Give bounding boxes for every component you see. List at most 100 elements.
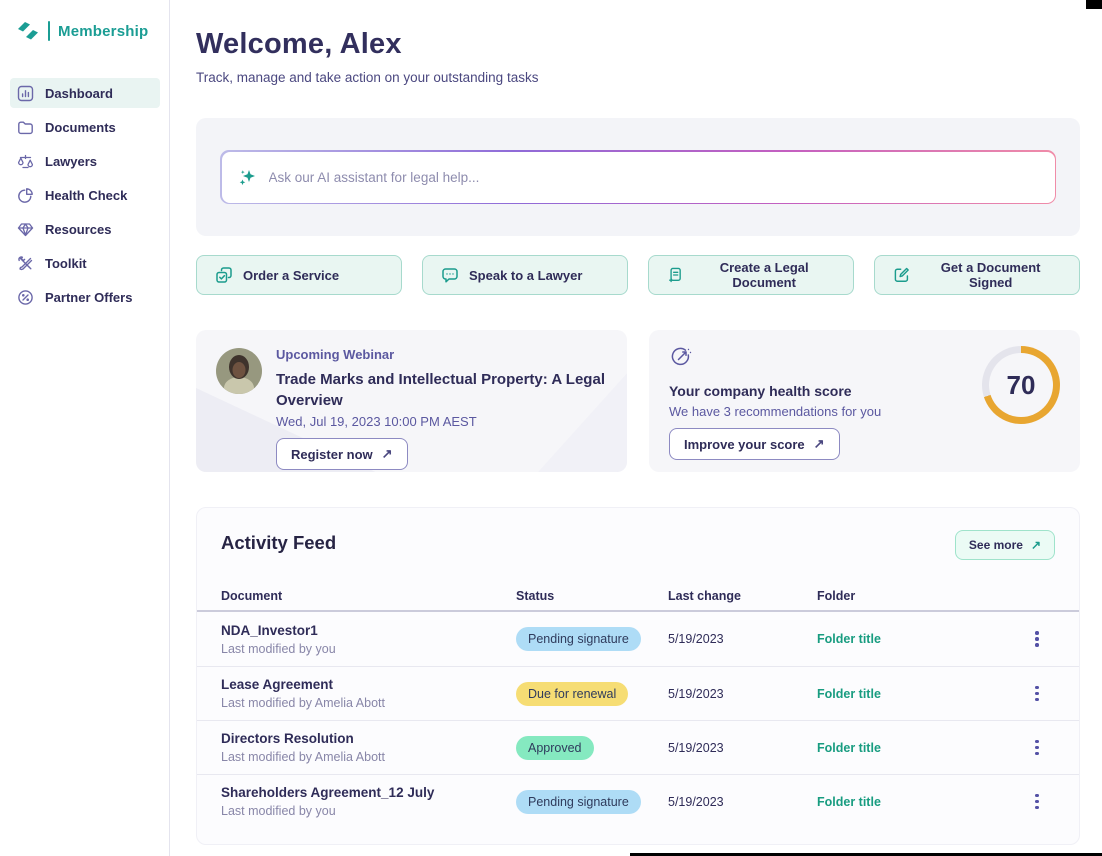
ai-input-gradient-border (220, 150, 1056, 204)
ai-assistant-input[interactable] (268, 169, 1039, 185)
cards-row: Upcoming Webinar Trade Marks and Intelle… (196, 330, 1080, 472)
sidebar-item-label: Partner Offers (45, 289, 133, 305)
order-a-service-button[interactable]: Order a Service (196, 255, 402, 295)
register-now-button[interactable]: Register now ↗ (276, 438, 408, 470)
see-more-button[interactable]: See more ↗ (954, 530, 1055, 560)
brand-divider (48, 21, 50, 41)
column-header-document: Document (221, 589, 283, 603)
gauge-icon (671, 347, 692, 366)
sidebar-item-label: Dashboard (45, 85, 113, 101)
document-cell: Lease Agreement Last modified by Amelia … (221, 677, 516, 710)
sidebar-item-dashboard[interactable]: Dashboard (10, 78, 160, 108)
speak-to-a-lawyer-button[interactable]: Speak to a Lawyer (422, 255, 628, 295)
sidebar-item-health-check[interactable]: Health Check (10, 180, 160, 210)
sidebar-item-toolkit[interactable]: Toolkit (10, 248, 160, 278)
improve-score-label: Improve your score (684, 436, 805, 452)
webinar-title: Trade Marks and Intellectual Property: A… (276, 371, 605, 409)
webinar-eyebrow: Upcoming Webinar (276, 347, 395, 362)
row-menu-kebab-icon[interactable] (1028, 627, 1046, 651)
tools-icon (17, 255, 34, 272)
arrow-up-right-icon: ↗ (1030, 538, 1041, 552)
table-row: NDA_Investor1 Last modified by you Pendi… (197, 612, 1079, 666)
document-modified: Last modified by you (221, 641, 336, 656)
folder-icon (17, 119, 34, 136)
diamond-icon (17, 221, 34, 238)
sidebar-item-label: Health Check (45, 187, 128, 203)
webinar-card-content: Upcoming Webinar Trade Marks and Intelle… (196, 330, 627, 472)
brand-logo[interactable]: Membership (16, 20, 148, 42)
row-menu-kebab-icon[interactable] (1028, 790, 1046, 814)
activity-feed-title: Activity Feed (221, 532, 337, 553)
quick-action-label: Order a Service (243, 267, 340, 283)
last-change-date: 5/19/2023 (668, 794, 724, 809)
ai-input-wrapper (221, 151, 1055, 203)
sidebar-item-label: Toolkit (45, 255, 87, 271)
webinar-datetime: Wed, Jul 19, 2023 10:00 PM AEST (276, 414, 477, 429)
quick-action-label: Speak to a Lawyer (469, 267, 583, 283)
percent-circle-icon (17, 289, 34, 306)
document-modified: Last modified by Amelia Abott (221, 750, 385, 764)
activity-feed-card: Activity Feed See more ↗ Document Status… (196, 507, 1080, 845)
table-header-divider (197, 610, 1079, 612)
quick-actions: Order a Service Speak to a Lawyer Create… (196, 255, 1080, 295)
folder-link[interactable]: Folder title (817, 686, 881, 701)
ai-assistant-banner (196, 118, 1080, 236)
chat-icon (442, 268, 458, 283)
sparkle-icon (239, 169, 255, 185)
get-a-document-signed-button[interactable]: Get a Document Signed (874, 255, 1080, 295)
see-more-label: See more (968, 538, 1023, 552)
improve-your-score-button[interactable]: Improve your score ↗ (669, 428, 840, 460)
arrow-up-right-icon: ↗ (381, 446, 393, 461)
row-menu-kebab-icon[interactable] (1028, 736, 1046, 760)
document-cell: Directors Resolution Last modified by Am… (221, 731, 516, 764)
status-badge: Pending signature (516, 627, 641, 651)
status-badge: Approved (516, 735, 594, 760)
register-now-label: Register now (291, 446, 373, 462)
health-score-subtitle: We have 3 recommendations for you (669, 404, 882, 419)
folder-link[interactable]: Folder title (817, 794, 881, 809)
webinar-speaker-avatar (216, 348, 262, 394)
sidebar-item-resources[interactable]: Resources (10, 214, 160, 244)
webinar-card: Upcoming Webinar Trade Marks and Intelle… (196, 330, 627, 472)
row-menu-kebab-icon[interactable] (1028, 682, 1046, 706)
page-header: Welcome, Alex Track, manage and take act… (196, 28, 538, 85)
table-row: Shareholders Agreement_12 July Last modi… (197, 774, 1079, 828)
column-header-folder: Folder (817, 589, 856, 603)
column-header-last-change: Last change (668, 589, 741, 603)
last-change-date: 5/19/2023 (668, 632, 724, 646)
table-body: NDA_Investor1 Last modified by you Pendi… (197, 612, 1079, 828)
table-row: Directors Resolution Last modified by Am… (197, 720, 1079, 774)
quick-action-label: Create a Legal Document (719, 260, 809, 290)
table-header: Document Status Last change Folder (197, 582, 1079, 610)
folder-link[interactable]: Folder title (817, 740, 881, 755)
screenshot-artifact (1086, 0, 1102, 9)
column-header-status: Status (516, 589, 555, 603)
sidebar-item-label: Resources (45, 221, 112, 237)
sign-document-icon (894, 267, 909, 282)
create-a-legal-document-button[interactable]: Create a Legal Document (648, 255, 854, 295)
health-card-content: Your company health score We have 3 reco… (649, 330, 1080, 472)
sidebar-item-partner-offers[interactable]: Partner Offers (10, 282, 160, 312)
health-score-card: Your company health score We have 3 reco… (649, 330, 1080, 472)
document-modified: Last modified by you (221, 804, 336, 818)
health-score-value: 70 (1006, 369, 1036, 400)
folder-link[interactable]: Folder title (817, 632, 881, 646)
document-name: Directors Resolution (221, 731, 354, 746)
health-score-title: Your company health score (669, 383, 852, 399)
sidebar-item-lawyers[interactable]: Lawyers (10, 146, 160, 176)
document-name: Shareholders Agreement_12 July (221, 785, 435, 800)
sidebar-item-label: Lawyers (45, 153, 98, 169)
document-name: Lease Agreement (221, 677, 334, 692)
sidebar-item-documents[interactable]: Documents (10, 112, 160, 142)
sidebar: Membership Dashboard Documents (0, 0, 170, 856)
last-change-date: 5/19/2023 (668, 686, 724, 701)
health-score-ring: 70 (982, 346, 1060, 424)
sidebar-item-label: Documents (45, 119, 116, 135)
document-cell: Shareholders Agreement_12 July Last modi… (221, 785, 516, 818)
sidebar-nav: Dashboard Documents (10, 78, 160, 312)
brand-mark-icon (18, 22, 38, 40)
document-cell: NDA_Investor1 Last modified by you (221, 623, 516, 656)
document-name: NDA_Investor1 (221, 622, 318, 638)
quick-action-label: Get a Document Signed (940, 260, 1041, 290)
